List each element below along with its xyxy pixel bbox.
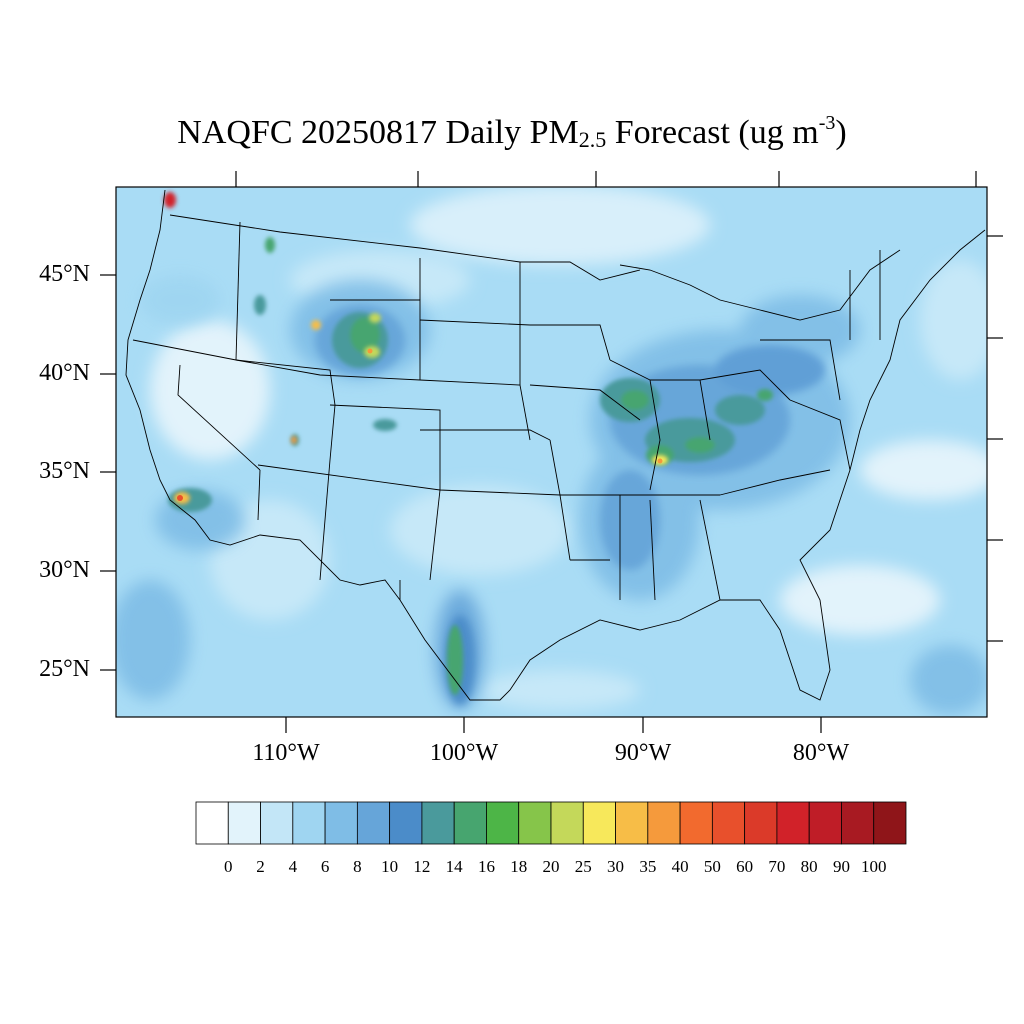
- colorbar-swatch: [453, 801, 487, 845]
- colorbar-swatch: [324, 801, 358, 845]
- map-title: NAQFC 20250817 Daily PM2.5 Forecast (ug …: [177, 112, 847, 152]
- colorbar-tick-label: 6: [320, 857, 330, 876]
- colorbar-tick-label: 100: [860, 857, 887, 876]
- lon-ticks: [285, 717, 822, 733]
- colorbar-tick-label: 0: [224, 857, 233, 876]
- colorbar-swatch: [744, 801, 778, 845]
- lat-label-40: 40°N: [39, 360, 90, 386]
- colorbar-swatch: [808, 801, 842, 845]
- colorbar-swatch: [711, 801, 746, 845]
- colorbar-swatch: [195, 801, 229, 845]
- colorbar-tick-label: 90: [832, 857, 850, 876]
- colorbar-tick-label: 50: [703, 857, 721, 876]
- colorbar-tick-label: 12: [413, 857, 431, 876]
- colorbar-swatch: [260, 801, 294, 845]
- map-frame: [115, 186, 988, 718]
- colorbar-swatch: [776, 801, 810, 845]
- colorbar-swatch: [550, 801, 584, 845]
- colorbar-tick-label: 10: [381, 857, 399, 876]
- top-ticks: [235, 171, 977, 187]
- colorbar-swatch: [841, 801, 875, 845]
- lon-label-90: 90°W: [614, 740, 672, 766]
- colorbar-tick-label: 4: [288, 857, 298, 876]
- lat-label-25: 25°N: [39, 656, 90, 682]
- state-boundaries: [125, 189, 986, 701]
- colorbar-swatch: [356, 801, 391, 845]
- concentration-field: [116, 187, 987, 717]
- lon-label-100: 100°W: [429, 740, 499, 766]
- colorbar-tick-label: 2: [256, 857, 265, 876]
- colorbar-tick-label: 25: [574, 857, 592, 876]
- colorbar-swatch: [227, 801, 261, 845]
- colorbar-tick-label: 80: [800, 857, 818, 876]
- lat-label-35: 35°N: [39, 458, 90, 484]
- colorbar-tick-label: 35: [639, 857, 657, 876]
- colorbar-swatch: [421, 801, 455, 845]
- colorbar-swatch: [486, 801, 520, 845]
- colorbar-tick-label: 16: [477, 857, 495, 876]
- colorbar-tick-label: 8: [353, 857, 362, 876]
- right-ticks: [987, 235, 1003, 642]
- lat-label-30: 30°N: [39, 557, 90, 583]
- lat-label-45: 45°N: [39, 261, 90, 287]
- colorbar-swatch: [292, 801, 326, 845]
- lat-ticks: [100, 274, 116, 671]
- colorbar-tick-label: 18: [510, 857, 528, 876]
- colorbar-swatch: [518, 801, 552, 845]
- colorbar-tick-label: 20: [542, 857, 560, 876]
- colorbar-swatch: [389, 801, 423, 845]
- colorbar-tick-label: 70: [768, 857, 786, 876]
- colorbar-swatch: [647, 801, 681, 845]
- colorbar-tick-label: 60: [736, 857, 754, 876]
- colorbar-swatch: [873, 801, 907, 845]
- colorbar-tick-label: 40: [671, 857, 689, 876]
- colorbar-tick-label: 30: [607, 857, 625, 876]
- colorbar-swatch: [679, 801, 713, 845]
- lon-label-80: 80°W: [792, 740, 850, 766]
- colorbar-tick-label: 14: [445, 857, 463, 876]
- lon-label-110: 110°W: [252, 740, 320, 766]
- colorbar: [195, 801, 907, 845]
- colorbar-swatch: [582, 801, 616, 845]
- colorbar-swatch: [615, 801, 649, 845]
